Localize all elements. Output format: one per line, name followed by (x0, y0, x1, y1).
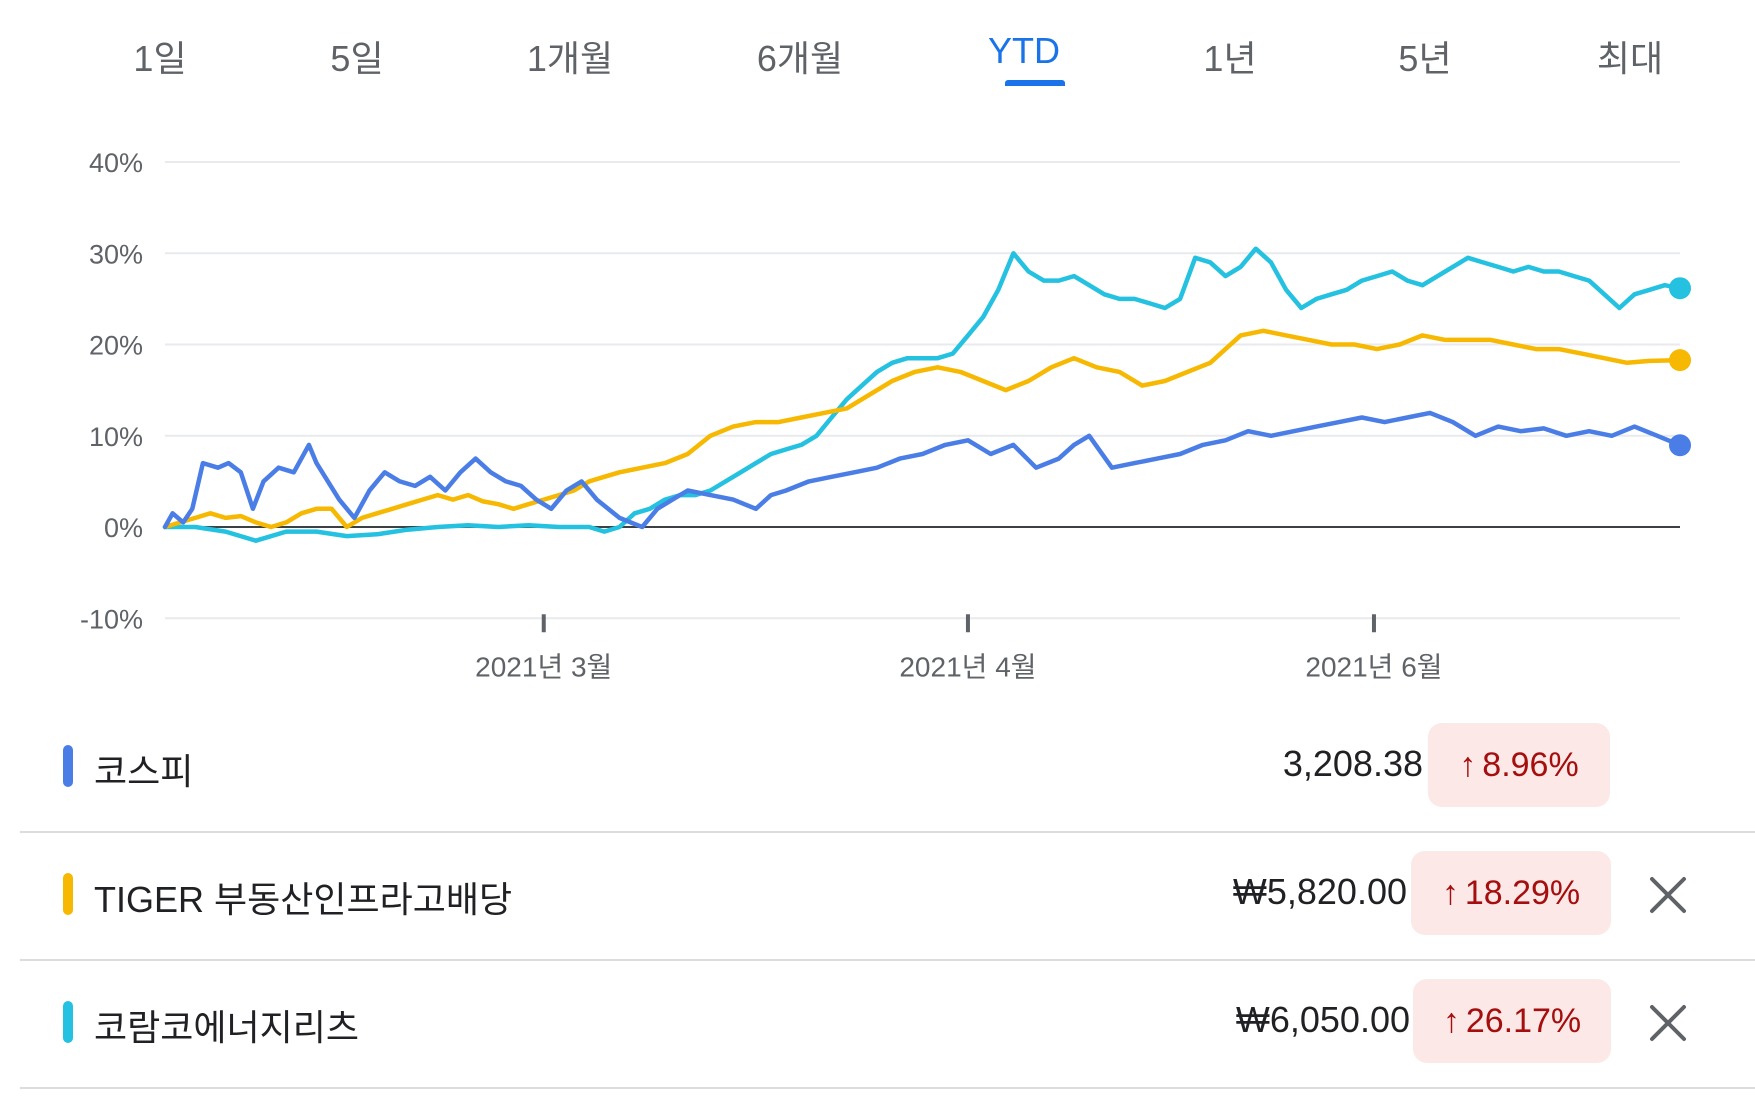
series-end-point (1669, 434, 1691, 457)
list-item-tiger-reit[interactable]: TIGER 부동산인프라고배당 ₩5,820.00 ↑ 18.29% (20, 831, 1755, 961)
tab-5y[interactable]: 5년 (1398, 38, 1452, 79)
y-tick-label: 0% (104, 513, 143, 543)
series-color-swatch (63, 1001, 73, 1043)
series-price: 3,208.38 (1282, 743, 1423, 784)
tab-5d[interactable]: 5일 (330, 38, 384, 79)
arrow-up-icon: ↑ (1459, 746, 1477, 784)
close-icon[interactable] (1648, 1003, 1688, 1043)
tab-max[interactable]: 최대 (1596, 38, 1664, 79)
y-tick-label: 10% (89, 422, 143, 452)
active-tab-indicator (1005, 80, 1065, 86)
change-badge: ↑ 8.96% (1428, 723, 1610, 807)
y-tick-label: -10% (80, 604, 143, 634)
change-value: 8.96% (1482, 745, 1579, 784)
arrow-up-icon: ↑ (1441, 874, 1459, 912)
list-item-koramco-reit[interactable]: 코람코에너지리츠 ₩6,050.00 ↑ 26.17% (20, 959, 1755, 1089)
series-line (162, 328, 1683, 530)
close-icon[interactable] (1648, 875, 1688, 915)
time-range-tabs: 1일 5일 1개월 6개월 YTD 1년 5년 최대 (0, 0, 1755, 100)
x-tick-label: 2021년 4월 (899, 651, 1036, 682)
x-tick-label: 2021년 3월 (475, 651, 612, 682)
performance-line-chart: 40% 30% 20% 10% 0% -10% 2021년 3월 2021년 4월 2021년 … (80, 148, 1691, 682)
change-value: 18.29% (1464, 873, 1581, 912)
series-price: ₩6,050.00 (1235, 999, 1410, 1040)
y-tick-label: 20% (89, 331, 143, 361)
tab-6m[interactable]: 6개월 (756, 38, 844, 79)
x-tick-label: 2021년 6월 (1305, 651, 1442, 682)
tab-1d[interactable]: 1일 (133, 38, 187, 79)
y-tick-label: 30% (89, 239, 143, 269)
y-tick-label: 40% (89, 148, 143, 178)
series-line (162, 410, 1683, 530)
series-end-point (1669, 349, 1691, 372)
series-price: ₩5,820.00 (1232, 871, 1407, 912)
series-color-swatch (63, 873, 73, 915)
tab-1y[interactable]: 1년 (1203, 38, 1257, 79)
series-color-swatch (63, 745, 73, 787)
tab-ytd[interactable]: YTD (988, 30, 1060, 71)
series-name: 코스피 (94, 751, 194, 792)
change-badge: ↑ 18.29% (1411, 851, 1611, 935)
change-badge: ↑ 26.17% (1413, 979, 1611, 1063)
arrow-up-icon: ↑ (1442, 1002, 1460, 1040)
change-value: 26.17% (1465, 1001, 1582, 1040)
series-name: 코람코에너지리츠 (94, 1007, 359, 1048)
list-item-kospi[interactable]: 코스피 3,208.38 ↑ 8.96% (20, 703, 1755, 833)
series-name: TIGER 부동산인프라고배당 (94, 879, 513, 920)
tab-1m[interactable]: 1개월 (526, 38, 614, 79)
series-line (162, 246, 1683, 543)
series-end-point (1669, 277, 1691, 300)
